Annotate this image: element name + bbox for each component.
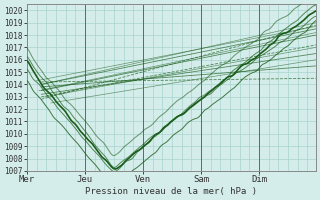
X-axis label: Pression niveau de la mer( hPa ): Pression niveau de la mer( hPa ) — [85, 187, 257, 196]
